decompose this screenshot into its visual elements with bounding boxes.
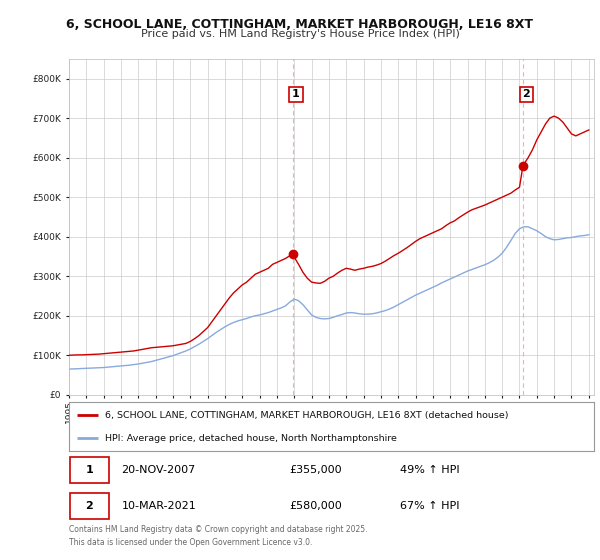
Text: 49% ↑ HPI: 49% ↑ HPI <box>400 465 460 475</box>
FancyBboxPatch shape <box>70 458 109 483</box>
Text: 2: 2 <box>86 501 94 511</box>
Text: HPI: Average price, detached house, North Northamptonshire: HPI: Average price, detached house, Nort… <box>105 434 397 443</box>
Text: 1: 1 <box>86 465 94 475</box>
FancyBboxPatch shape <box>70 493 109 519</box>
Text: 20-NOV-2007: 20-NOV-2007 <box>121 465 196 475</box>
Text: 6, SCHOOL LANE, COTTINGHAM, MARKET HARBOROUGH, LE16 8XT: 6, SCHOOL LANE, COTTINGHAM, MARKET HARBO… <box>67 18 533 31</box>
Text: 10-MAR-2021: 10-MAR-2021 <box>121 501 196 511</box>
Text: 67% ↑ HPI: 67% ↑ HPI <box>400 501 459 511</box>
Text: £355,000: £355,000 <box>290 465 342 475</box>
Text: Contains HM Land Registry data © Crown copyright and database right 2025.
This d: Contains HM Land Registry data © Crown c… <box>69 525 367 547</box>
Text: Price paid vs. HM Land Registry's House Price Index (HPI): Price paid vs. HM Land Registry's House … <box>140 29 460 39</box>
Text: £580,000: £580,000 <box>290 501 342 511</box>
Text: 1: 1 <box>292 90 300 99</box>
Text: 2: 2 <box>523 90 530 99</box>
Text: 6, SCHOOL LANE, COTTINGHAM, MARKET HARBOROUGH, LE16 8XT (detached house): 6, SCHOOL LANE, COTTINGHAM, MARKET HARBO… <box>105 411 508 420</box>
